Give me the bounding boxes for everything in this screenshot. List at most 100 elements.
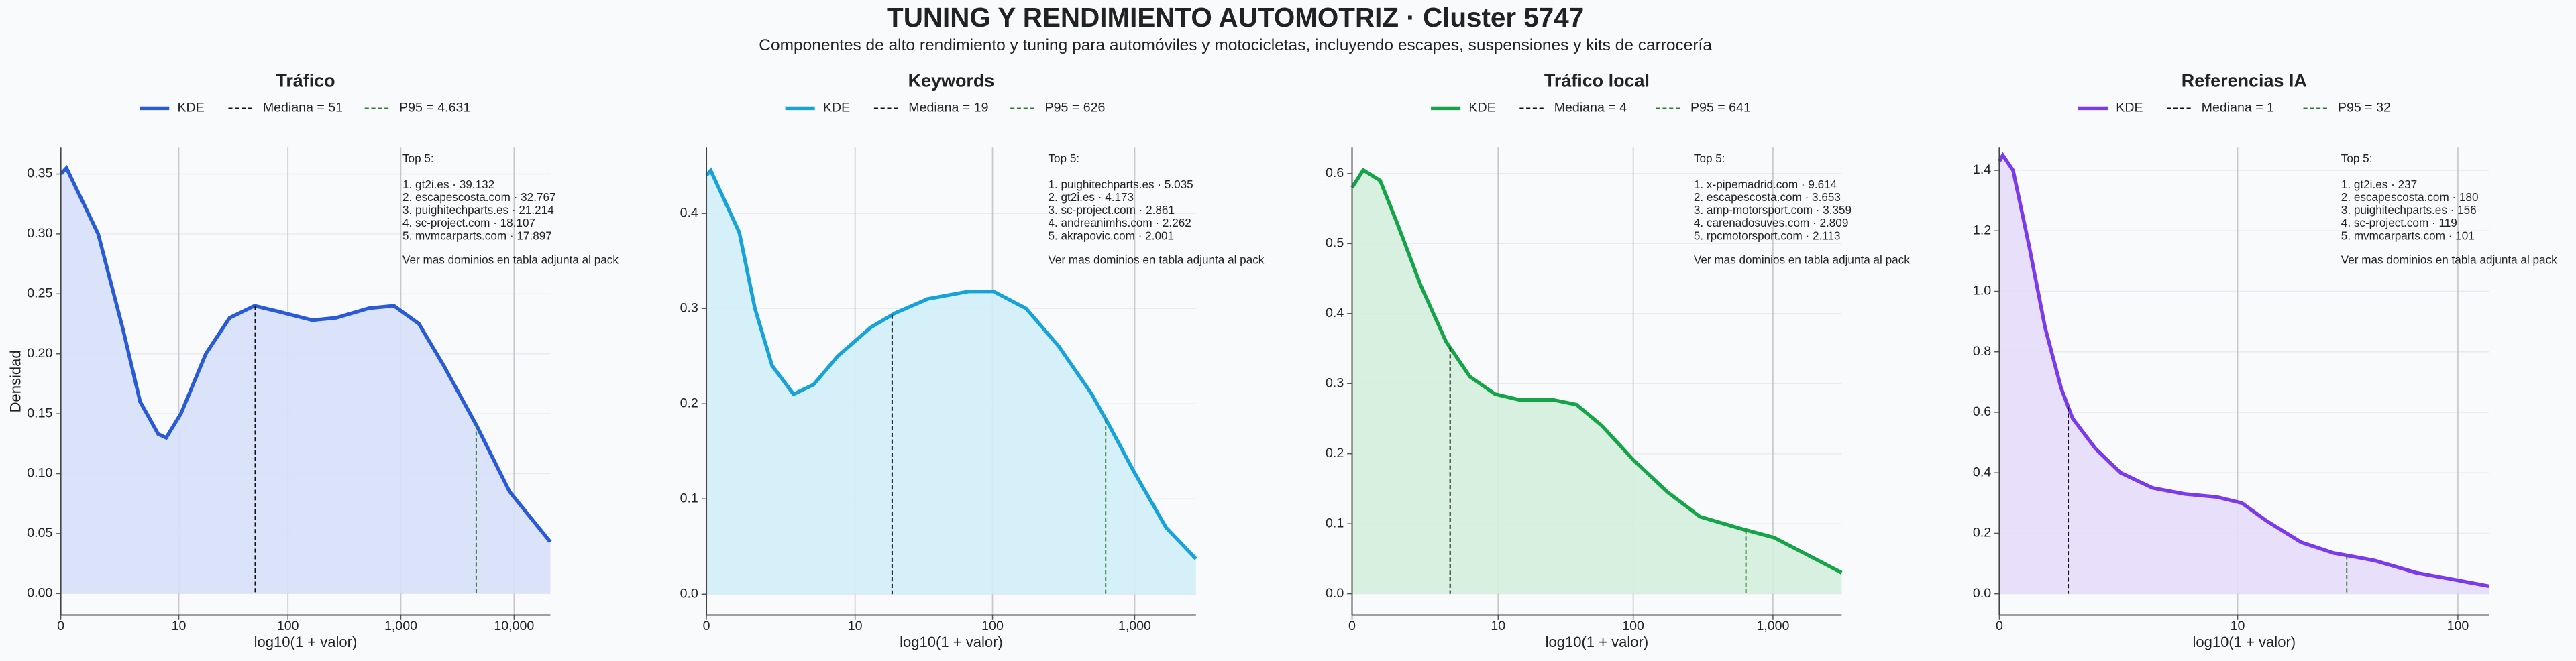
y-tick-label: 0.05: [27, 526, 52, 540]
kde-line: [59, 164, 552, 544]
legend-label: P95 = 4.631: [399, 101, 470, 115]
top5-item: 2. escapescosta.com · 3.653: [1694, 190, 1841, 204]
x-tick-label: 100: [981, 619, 1004, 634]
y-tick-label: 0.30: [27, 226, 52, 241]
top5-item: 5. akrapovic.com · 2.001: [1048, 229, 1174, 242]
y-tick-label: 0.25: [27, 286, 52, 301]
legend-label: P95 = 626: [1045, 101, 1106, 115]
top5-title: Top 5:: [2341, 152, 2373, 165]
y-tick-label: 0.00: [27, 585, 52, 600]
top5-item: 2. escapescosta.com · 32.767: [402, 190, 556, 204]
top5-title: Top 5:: [1694, 152, 1725, 165]
top5-item: 5. mvmcarparts.com · 17.897: [402, 229, 552, 242]
legend-label: KDE: [177, 101, 204, 115]
top5-item: 3. puighitechparts.es · 21.214: [402, 203, 554, 217]
x-tick-label: 1,000: [1756, 619, 1789, 634]
y-tick-label: 0.2: [680, 396, 698, 410]
y-tick-label: 0.1: [680, 491, 698, 505]
x-tick-label: 0: [57, 619, 64, 634]
x-tick-label: 0: [1348, 619, 1356, 634]
figure-subtitle: Componentes de alto rendimiento y tuning…: [759, 36, 1712, 54]
top5-item: 3. amp-motorsport.com · 3.359: [1694, 203, 1851, 217]
y-tick-label: 0.35: [27, 166, 52, 181]
top5-item: 1. gt2i.es · 237: [2341, 178, 2417, 191]
top5-item: 2. gt2i.es · 4.173: [1048, 190, 1134, 204]
y-axis-label: Densidad: [7, 350, 23, 412]
y-tick-label: 0.0: [1973, 586, 1991, 601]
y-tick-label: 0.0: [1326, 586, 1344, 601]
y-tick-label: 0.8: [1973, 344, 1991, 359]
x-tick-label: 1,000: [384, 619, 417, 634]
x-axis-label: log10(1 + valor): [254, 634, 358, 650]
top5-note: Ver mas dominios en tabla adjunta al pac…: [402, 253, 619, 267]
x-tick-label: 10: [172, 619, 186, 634]
top5-item: 3. sc-project.com · 2.861: [1048, 203, 1175, 217]
kde-line: [705, 167, 1197, 560]
legend-label: Mediana = 19: [908, 101, 988, 115]
y-tick-label: 0.1: [1326, 516, 1344, 530]
legend-label: KDE: [2116, 101, 2143, 115]
kde-area: [60, 168, 551, 594]
y-tick-label: 0.0: [680, 586, 698, 601]
y-tick-label: 0.20: [27, 346, 52, 361]
y-tick-label: 0.4: [1326, 306, 1344, 320]
top5-note: Ver mas dominios en tabla adjunta al pac…: [1694, 253, 1910, 267]
legend-label: KDE: [823, 101, 850, 115]
panel: Tráfico local 0.0 0.1 0.2 0.3 0.4 0.5 0.6 0 10 100…: [1326, 70, 1910, 650]
y-tick-label: 0.2: [1326, 446, 1344, 461]
y-tick-label: 0.4: [680, 205, 698, 220]
x-tick-label: 0: [1996, 619, 2003, 634]
x-tick-label: 1,000: [1118, 619, 1151, 634]
panel: Tráfico 0.00 0.05 0.10 0.15 0.20 0.25 0.30 0.35 0…: [7, 70, 619, 650]
legend-label: KDE: [1468, 101, 1495, 115]
y-tick-label: 0.10: [27, 466, 52, 481]
x-axis-label: log10(1 + valor): [2192, 634, 2296, 650]
x-tick-label: 100: [1622, 619, 1644, 634]
top5-item: 1. puighitechparts.es · 5.035: [1048, 178, 1193, 191]
x-tick-label: 10,000: [494, 619, 534, 634]
y-tick-label: 0.6: [1326, 166, 1344, 180]
y-tick-label: 0.3: [680, 300, 698, 315]
legend-label: Mediana = 4: [1554, 101, 1627, 115]
top5-item: 3. puighitechparts.es · 156: [2341, 203, 2477, 217]
x-axis-label: log10(1 + valor): [900, 634, 1003, 650]
y-tick-label: 0.4: [1973, 465, 1991, 479]
x-tick-label: 0: [703, 619, 710, 634]
top5-item: 1. x-pipemadrid.com · 9.614: [1694, 178, 1837, 191]
y-tick-label: 0.5: [1326, 235, 1344, 250]
legend-label: Mediana = 1: [2202, 101, 2274, 115]
panel: Referencias IA 0.0 0.2 0.4 0.6 0.8 1.0 1.2 1.4 0 1…: [1973, 70, 2557, 650]
top5-title: Top 5:: [402, 152, 434, 165]
kde-line: [1350, 167, 1843, 575]
top5-item: 5. rpcmotorsport.com · 2.113: [1694, 229, 1841, 242]
x-tick-label: 10: [2231, 619, 2245, 634]
x-tick-label: 10: [1491, 619, 1505, 634]
top5-note: Ver mas dominios en tabla adjunta al pac…: [1048, 253, 1264, 267]
top5-note: Ver mas dominios en tabla adjunta al pac…: [2341, 253, 2557, 267]
top5-title: Top 5:: [1048, 152, 1079, 165]
panel-title: Tráfico local: [1544, 70, 1650, 91]
panel-title: Keywords: [908, 70, 995, 91]
legend-label: P95 = 32: [2338, 101, 2391, 115]
kde-area: [706, 170, 1196, 595]
panel-title: Tráfico: [276, 70, 335, 91]
y-tick-label: 0.15: [27, 406, 52, 420]
top5-item: 1. gt2i.es · 39.132: [402, 178, 494, 191]
legend-label: P95 = 641: [1690, 101, 1751, 115]
kde-line: [1998, 152, 2489, 589]
y-tick-label: 0.2: [1973, 526, 1991, 540]
legend-label: Mediana = 51: [263, 101, 343, 115]
top5-item: 4. sc-project.com · 119: [2341, 216, 2457, 229]
top5-item: 4. andreanimhs.com · 2.262: [1048, 216, 1191, 229]
y-tick-label: 1.0: [1973, 284, 1991, 298]
kde-area: [1352, 170, 1842, 594]
y-tick-label: 1.4: [1973, 162, 1991, 177]
x-tick-label: 100: [277, 619, 299, 634]
y-tick-label: 0.6: [1973, 404, 1991, 419]
y-tick-label: 0.3: [1326, 375, 1344, 390]
top5-item: 4. carenadosuves.com · 2.809: [1694, 216, 1848, 229]
panel: Keywords 0.0 0.1 0.2 0.3 0.4 0 10 100 1,000 log10(…: [680, 70, 1265, 650]
top5-item: 4. sc-project.com · 18.107: [402, 216, 535, 229]
